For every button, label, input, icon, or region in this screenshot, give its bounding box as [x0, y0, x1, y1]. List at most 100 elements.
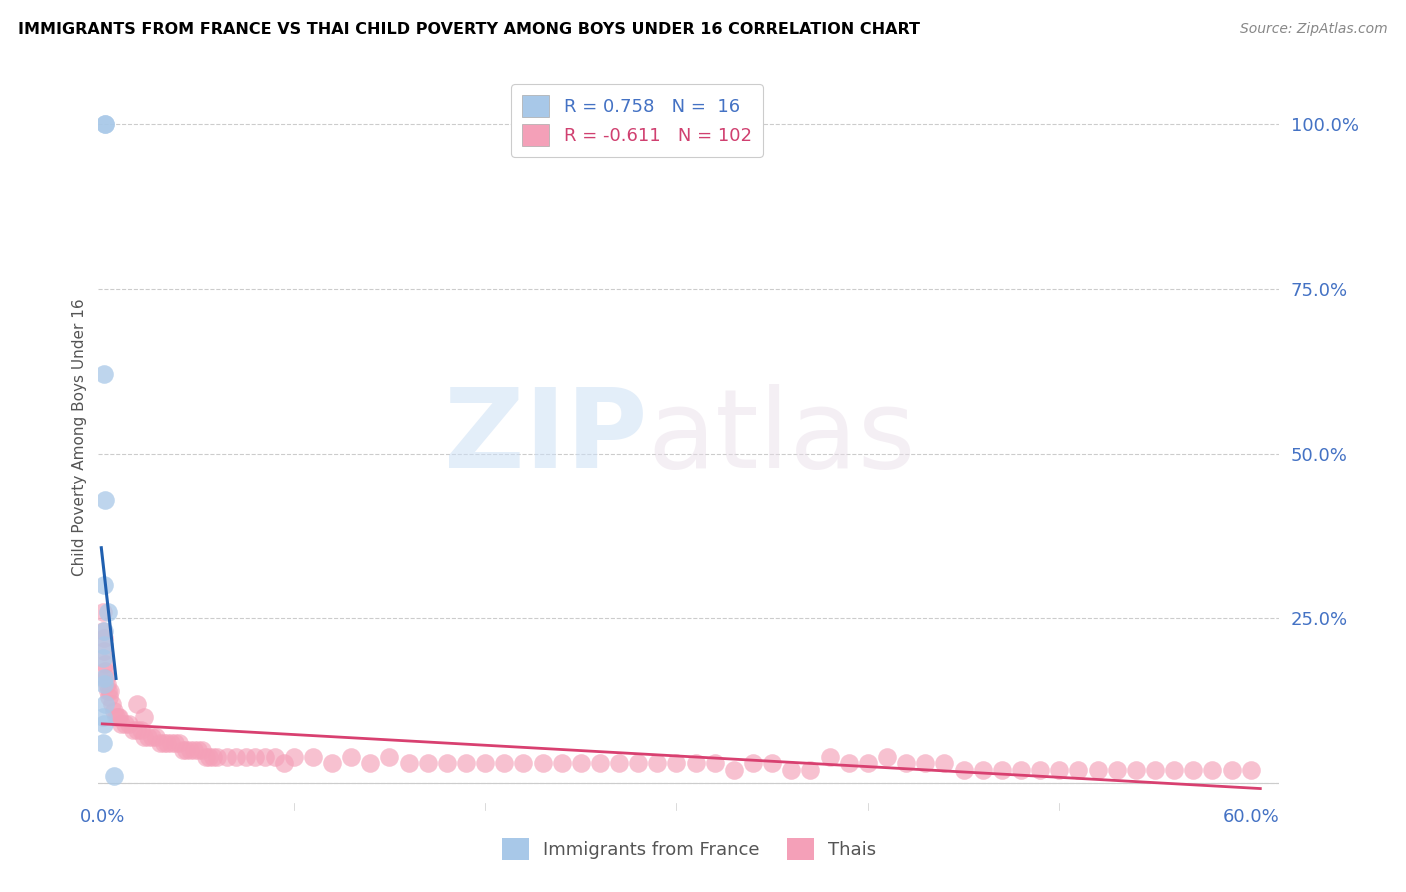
- Point: [321, 756, 343, 771]
- Point: [93, 650, 115, 665]
- Point: [1240, 763, 1263, 777]
- Point: [93, 624, 115, 639]
- Point: [198, 749, 221, 764]
- Point: [665, 756, 688, 771]
- Point: [94, 664, 117, 678]
- Point: [569, 756, 592, 771]
- Point: [1010, 763, 1032, 777]
- Point: [378, 749, 401, 764]
- Point: [253, 749, 276, 764]
- Point: [1125, 763, 1147, 777]
- Point: [1144, 763, 1167, 777]
- Point: [125, 723, 148, 738]
- Point: [194, 749, 217, 764]
- Point: [202, 749, 225, 764]
- Point: [856, 756, 879, 771]
- Point: [149, 737, 172, 751]
- Point: [97, 605, 120, 619]
- Point: [474, 756, 496, 771]
- Point: [134, 710, 156, 724]
- Point: [152, 737, 174, 751]
- Point: [607, 756, 630, 771]
- Point: [531, 756, 554, 771]
- Point: [134, 730, 156, 744]
- Y-axis label: Child Poverty Among Boys Under 16: Child Poverty Among Boys Under 16: [72, 298, 87, 576]
- Point: [103, 769, 125, 783]
- Point: [340, 749, 363, 764]
- Point: [191, 743, 214, 757]
- Point: [93, 697, 115, 711]
- Point: [129, 723, 152, 738]
- Point: [780, 763, 803, 777]
- Point: [183, 743, 205, 757]
- Point: [703, 756, 725, 771]
- Point: [187, 743, 209, 757]
- Point: [1182, 763, 1205, 777]
- Point: [122, 723, 145, 738]
- Point: [114, 716, 136, 731]
- Point: [91, 624, 114, 639]
- Point: [91, 605, 114, 619]
- Point: [273, 756, 295, 771]
- Point: [627, 756, 650, 771]
- Point: [205, 749, 228, 764]
- Point: [245, 749, 267, 764]
- Point: [97, 690, 120, 705]
- Point: [225, 749, 247, 764]
- Point: [876, 749, 898, 764]
- Text: Source: ZipAtlas.com: Source: ZipAtlas.com: [1240, 22, 1388, 37]
- Point: [991, 763, 1014, 777]
- Point: [179, 743, 201, 757]
- Point: [1087, 763, 1109, 777]
- Point: [104, 710, 127, 724]
- Point: [172, 743, 194, 757]
- Point: [301, 749, 323, 764]
- Point: [589, 756, 612, 771]
- Point: [896, 756, 918, 771]
- Point: [96, 677, 118, 691]
- Point: [156, 737, 179, 751]
- Point: [110, 716, 132, 731]
- Point: [416, 756, 439, 771]
- Point: [1201, 763, 1223, 777]
- Point: [761, 756, 783, 771]
- Point: [799, 763, 821, 777]
- Point: [93, 644, 115, 658]
- Text: atlas: atlas: [648, 384, 917, 491]
- Point: [125, 697, 148, 711]
- Point: [98, 683, 121, 698]
- Text: IMMIGRANTS FROM FRANCE VS THAI CHILD POVERTY AMONG BOYS UNDER 16 CORRELATION CHA: IMMIGRANTS FROM FRANCE VS THAI CHILD POV…: [18, 22, 921, 37]
- Point: [103, 704, 125, 718]
- Point: [163, 737, 186, 751]
- Point: [94, 492, 117, 507]
- Point: [145, 730, 167, 744]
- Point: [97, 683, 120, 698]
- Point: [1047, 763, 1070, 777]
- Point: [934, 756, 956, 771]
- Point: [94, 671, 117, 685]
- Point: [818, 749, 841, 764]
- Point: [101, 697, 124, 711]
- Point: [235, 749, 257, 764]
- Point: [436, 756, 458, 771]
- Point: [838, 756, 860, 771]
- Point: [94, 117, 117, 131]
- Legend: Immigrants from France, Thais: Immigrants from France, Thais: [495, 830, 883, 867]
- Point: [93, 638, 115, 652]
- Point: [108, 710, 131, 724]
- Point: [167, 737, 190, 751]
- Point: [1220, 763, 1243, 777]
- Point: [1067, 763, 1090, 777]
- Point: [141, 730, 163, 744]
- Point: [454, 756, 477, 771]
- Point: [742, 756, 765, 771]
- Text: ZIP: ZIP: [444, 384, 648, 491]
- Point: [1105, 763, 1128, 777]
- Point: [93, 578, 115, 592]
- Point: [550, 756, 572, 771]
- Point: [398, 756, 420, 771]
- Point: [914, 756, 936, 771]
- Point: [107, 710, 129, 724]
- Point: [283, 749, 305, 764]
- Point: [93, 631, 115, 645]
